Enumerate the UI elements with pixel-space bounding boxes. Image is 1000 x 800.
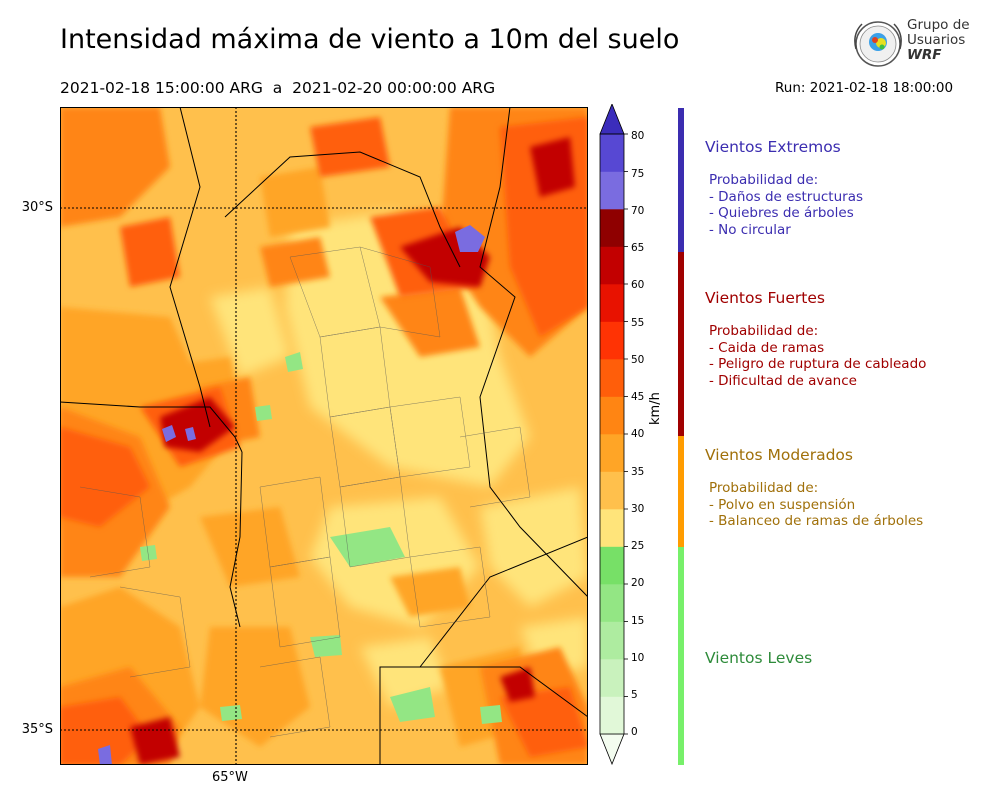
category-strong-item: - Peligro de ruptura de cableado <box>709 356 927 372</box>
colorbar-segment <box>600 584 624 622</box>
wrf-logo-text: Grupo de Usuarios WRF <box>907 18 970 63</box>
colorbar-segment <box>600 359 624 397</box>
colorbar-segment <box>600 621 624 660</box>
colorbar <box>599 104 628 766</box>
colorbar-under-triangle <box>599 733 625 766</box>
tick-45: 45 <box>631 391 645 403</box>
stripe-extreme <box>678 108 684 252</box>
category-strong-item: Probabilidad de: <box>709 323 819 339</box>
colorbar-segment <box>600 471 624 510</box>
tick-0: 0 <box>631 726 638 738</box>
tick-20: 20 <box>631 577 645 589</box>
tick-40: 40 <box>631 428 645 440</box>
colorbar-segment <box>600 396 624 435</box>
tick-55: 55 <box>631 317 645 329</box>
province-boundaries <box>60 107 588 765</box>
tick-35: 35 <box>631 466 645 478</box>
map-title: Intensidad máxima de viento a 10m del su… <box>60 24 680 55</box>
graticule-lines <box>60 107 588 765</box>
tick-65: 65 <box>631 242 645 254</box>
wind-zone-25-30 <box>210 212 588 707</box>
period-start: 2021-02-18 15:00:00 ARG <box>60 79 263 97</box>
category-strong-title: Vientos Fuertes <box>705 289 825 307</box>
colorbar-unit: km/h <box>648 392 663 425</box>
tick-50: 50 <box>631 354 645 366</box>
category-extreme-item: - Quiebres de árboles <box>709 205 854 221</box>
colorbar-over-triangle <box>599 104 625 135</box>
colorbar-segment <box>600 434 624 472</box>
category-extreme-item: Probabilidad de: <box>709 172 819 188</box>
stripe-light <box>678 547 684 765</box>
department-boundaries <box>79 246 531 738</box>
category-extreme-item: - No circular <box>709 221 791 238</box>
colorbar-segment <box>600 696 624 735</box>
category-moderate-title: Vientos Moderados <box>705 446 853 464</box>
tick-10: 10 <box>631 652 645 664</box>
logo-line-3: WRF <box>907 47 942 63</box>
map-frame <box>60 107 588 765</box>
tick-30: 30 <box>631 503 645 515</box>
category-strong-item: - Dificultad de avance <box>709 372 857 389</box>
lon-label-65w: 65°W <box>212 770 248 785</box>
tick-80: 80 <box>631 130 645 142</box>
lat-label-30s: 30°S <box>21 200 53 215</box>
period-end: 2021-02-20 00:00:00 ARG <box>292 79 496 97</box>
tick-70: 70 <box>631 205 645 217</box>
stripe-moderate <box>678 436 684 547</box>
category-moderate-item: Probabilidad de: <box>709 480 819 496</box>
wind-zone-65-plus <box>98 225 485 765</box>
tick-75: 75 <box>631 168 645 180</box>
category-moderate-item: - Balanceo de ramas de árboles <box>709 513 924 529</box>
tick-25: 25 <box>631 540 645 552</box>
period-separator: a <box>272 79 283 97</box>
tick-15: 15 <box>631 615 645 627</box>
category-light-title: Vientos Leves <box>705 649 813 667</box>
category-extreme-item: - Daños de estructuras <box>709 188 864 205</box>
tick-60: 60 <box>631 279 645 291</box>
category-strong-list: Probabilidad de: - Caida de ramas - Peli… <box>709 323 926 389</box>
category-extreme-list: Probabilidad de: - Daños de estructuras … <box>709 172 863 238</box>
category-moderate-list: Probabilidad de: - Polvo en suspensión -… <box>709 480 923 530</box>
wrf-logo-emblem <box>854 21 902 67</box>
date-range: 2021-02-18 15:00:00 ARG a 2021-02-20 00:… <box>60 79 495 97</box>
colorbar-segment <box>600 546 624 585</box>
colorbar-segment <box>600 509 624 547</box>
colorbar-segment <box>600 659 624 697</box>
category-strong-item: - Caida de ramas <box>709 339 825 356</box>
colorbar-segment <box>600 284 624 322</box>
colorbar-segment <box>600 171 624 210</box>
colorbar-segment <box>600 246 624 285</box>
run-timestamp: Run: 2021-02-18 18:00:00 <box>775 80 954 96</box>
stripe-strong <box>678 252 684 436</box>
category-extreme-title: Vientos Extremos <box>705 138 841 156</box>
colorbar-segment <box>600 321 624 360</box>
colorbar-segment <box>600 209 624 247</box>
tick-5: 5 <box>631 689 638 701</box>
logo-line-1: Grupo de <box>907 17 970 33</box>
lat-label-35s: 35°S <box>21 722 53 737</box>
category-moderate-item: - Polvo en suspensión <box>709 496 856 513</box>
wind-speed-map <box>60 107 588 765</box>
colorbar-segment <box>600 134 624 172</box>
logo-line-2: Usuarios <box>907 32 966 48</box>
